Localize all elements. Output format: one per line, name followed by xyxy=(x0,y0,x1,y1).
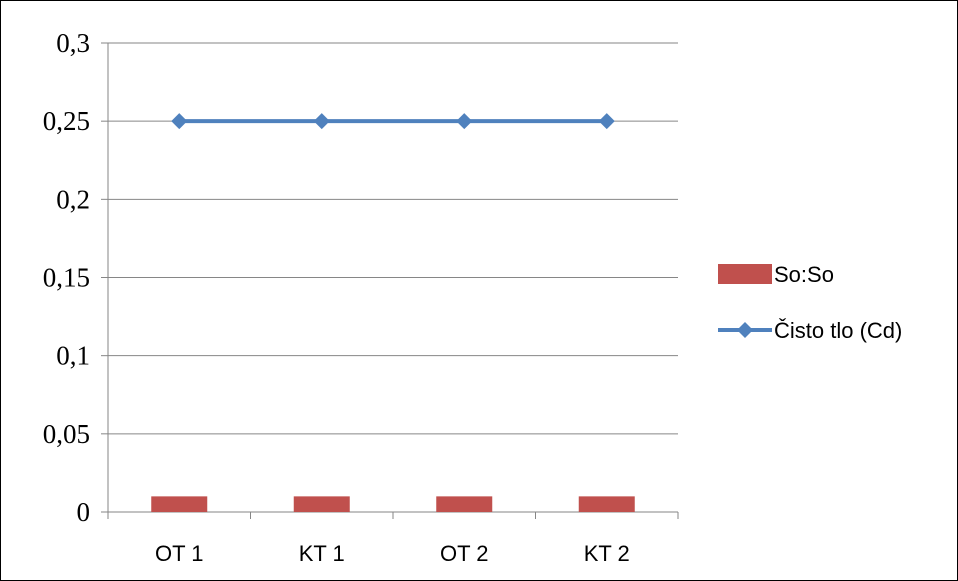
legend-label: Čisto tlo (Cd) xyxy=(774,318,902,343)
x-tick-label: KT 1 xyxy=(299,541,345,566)
y-tick-label: 0,1 xyxy=(56,341,90,371)
line-series xyxy=(171,113,615,130)
x-tick-label: KT 2 xyxy=(584,541,630,566)
y-tick-label: 0,15 xyxy=(43,263,90,293)
bar xyxy=(151,496,208,512)
x-tick-labels: OT 1 KT 1 OT 2 KT 2 xyxy=(155,541,630,566)
legend-swatch-marker xyxy=(737,322,753,338)
gridlines xyxy=(108,42,678,435)
y-tick-labels: 0 0,05 0,1 0,15 0,2 0,25 0,3 xyxy=(43,28,90,527)
y-tick-label: 0 xyxy=(77,497,91,527)
y-tick-label: 0,2 xyxy=(56,184,90,214)
diamond-marker xyxy=(598,113,615,130)
bar xyxy=(578,496,635,512)
x-tick-label: OT 1 xyxy=(155,541,204,566)
diamond-marker xyxy=(171,113,188,130)
legend: So:So Čisto tlo (Cd) xyxy=(718,262,902,343)
bar xyxy=(436,496,493,512)
diamond-marker xyxy=(313,113,330,130)
y-tick-label: 0,25 xyxy=(43,106,90,136)
axes xyxy=(101,42,679,519)
y-tick-label: 0,05 xyxy=(43,419,90,449)
diamond-marker xyxy=(456,113,473,130)
y-tick-label: 0,3 xyxy=(56,28,90,58)
legend-swatch-bar xyxy=(718,264,772,284)
legend-label: So:So xyxy=(774,262,834,287)
bar xyxy=(293,496,350,512)
bar-series xyxy=(151,496,635,512)
x-tick-label: OT 2 xyxy=(440,541,489,566)
